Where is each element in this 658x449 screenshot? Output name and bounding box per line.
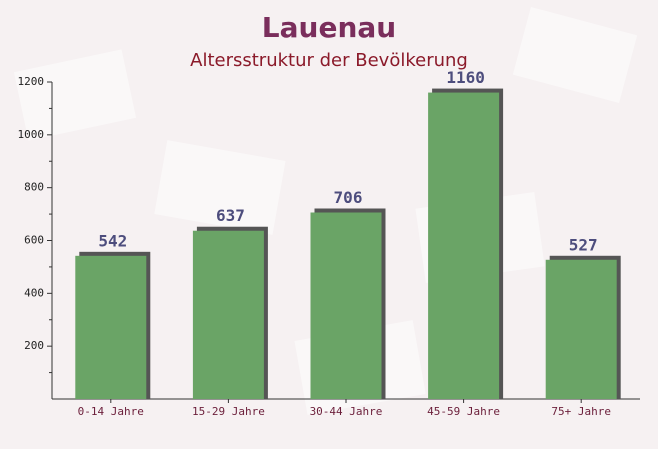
bar [428, 92, 500, 400]
y-tick-label: 1000 [18, 128, 45, 141]
x-tick-label: 0-14 Jahre [78, 405, 144, 418]
y-tick-label: 600 [24, 234, 44, 247]
x-tick-label: 75+ Jahre [551, 405, 611, 418]
value-label: 706 [334, 188, 363, 207]
bar [545, 259, 617, 399]
y-tick-label: 800 [24, 181, 44, 194]
y-tick-label: 400 [24, 286, 44, 299]
x-tick-label: 15-29 Jahre [192, 405, 265, 418]
value-label: 527 [569, 235, 598, 254]
value-label: 1160 [446, 68, 485, 87]
chart-title: Lauenau [262, 11, 396, 44]
bar [75, 255, 147, 399]
bar [310, 212, 382, 399]
x-tick-label: 45-59 Jahre [427, 405, 500, 418]
y-tick-label: 1200 [18, 75, 45, 88]
x-tick-label: 30-44 Jahre [310, 405, 383, 418]
y-tick-label: 200 [24, 339, 44, 352]
value-label: 542 [98, 231, 127, 250]
bar [192, 230, 264, 399]
chart-subtitle: Altersstruktur der Bevölkerung [190, 50, 468, 71]
value-label: 637 [216, 206, 245, 225]
